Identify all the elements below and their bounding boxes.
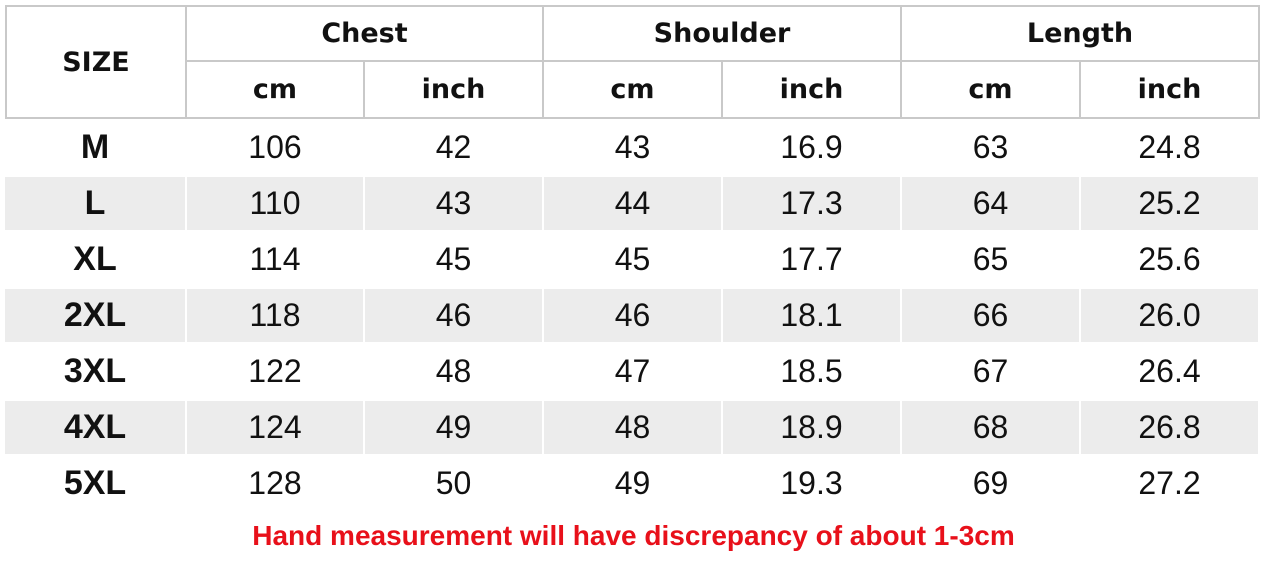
cell-value: 44 xyxy=(544,177,721,230)
cell-value: 17.3 xyxy=(723,177,900,230)
cell-value: 106 xyxy=(248,129,302,165)
cell-value: 49 xyxy=(365,401,542,454)
cell-value: 18.1 xyxy=(723,289,900,342)
cell-value: 24.8 xyxy=(1138,129,1201,165)
unit-header: inch xyxy=(363,60,544,119)
cell-value: 50 xyxy=(435,465,472,501)
unit-header: cm xyxy=(900,60,1081,119)
cell-value: 46 xyxy=(365,289,542,342)
cell-value: 26.8 xyxy=(1081,401,1258,454)
cell-value: 45 xyxy=(435,241,472,277)
cell-value: 25.2 xyxy=(1081,177,1258,230)
size-label: M xyxy=(80,128,110,166)
unit-header: cm xyxy=(185,60,365,119)
cell-value: 18.5 xyxy=(780,353,843,389)
cell-value: 18.9 xyxy=(723,401,900,454)
group-header: Chest xyxy=(185,5,544,62)
cell-value: 49 xyxy=(614,465,651,501)
cell-value: 48 xyxy=(544,401,721,454)
group-header: Shoulder xyxy=(542,5,902,62)
cell-value: 43 xyxy=(365,177,542,230)
cell-value: 25.6 xyxy=(1138,241,1201,277)
cell-value: 67 xyxy=(972,353,1009,389)
cell-value: 114 xyxy=(249,241,301,277)
note: Hand measurement will have discrepancy o… xyxy=(252,520,1015,551)
cell-value: 26.0 xyxy=(1081,289,1258,342)
size-header: SIZE xyxy=(5,5,187,119)
cell-value: 128 xyxy=(248,465,302,501)
size-label: 3XL xyxy=(63,352,127,390)
cell-value: 42 xyxy=(435,129,472,165)
cell-value: 118 xyxy=(187,289,363,342)
cell-value: 66 xyxy=(902,289,1079,342)
unit-header: inch xyxy=(1079,60,1260,119)
cell-value: 48 xyxy=(435,353,472,389)
size-label: 5XL xyxy=(63,464,127,502)
cell-value: 46 xyxy=(544,289,721,342)
unit-header: cm xyxy=(542,60,723,119)
cell-value: 124 xyxy=(187,401,363,454)
cell-value: 63 xyxy=(972,129,1009,165)
group-header: Length xyxy=(900,5,1260,62)
cell-value: 27.2 xyxy=(1138,465,1201,501)
size-label: XL xyxy=(73,240,117,278)
cell-value: 110 xyxy=(187,177,363,230)
cell-value: 16.9 xyxy=(780,129,843,165)
cell-value: 65 xyxy=(972,241,1009,277)
cell-value: 45 xyxy=(614,241,651,277)
cell-value: 47 xyxy=(614,353,651,389)
cell-value: 17.7 xyxy=(780,241,843,277)
size-label: L xyxy=(5,177,185,230)
cell-value: 19.3 xyxy=(780,465,843,501)
cell-value: 68 xyxy=(902,401,1079,454)
size-label: 4XL xyxy=(5,401,185,454)
size-label: 2XL xyxy=(5,289,185,342)
unit-header: inch xyxy=(721,60,902,119)
cell-value: 43 xyxy=(614,129,651,165)
cell-value: 26.4 xyxy=(1138,353,1201,389)
cell-value: 64 xyxy=(902,177,1079,230)
cell-value: 69 xyxy=(972,465,1009,501)
cell-value: 122 xyxy=(248,353,302,389)
